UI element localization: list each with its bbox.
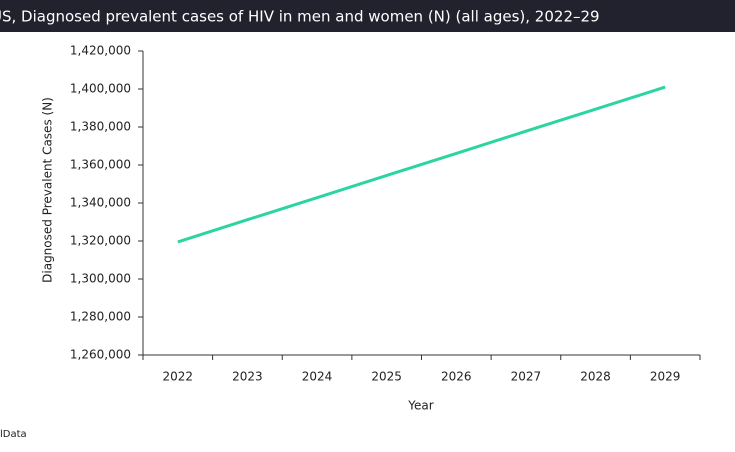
y-tick-label: 1,420,000 xyxy=(70,44,131,58)
x-axis-label: Year xyxy=(407,399,433,413)
chart-title: US, Diagnosed prevalent cases of HIV in … xyxy=(0,8,600,26)
x-tick-label: 2026 xyxy=(441,370,472,384)
title-bar xyxy=(0,0,735,32)
y-tick-label: 1,380,000 xyxy=(70,120,131,134)
y-tick-label: 1,280,000 xyxy=(70,310,131,324)
x-tick-label: 2023 xyxy=(232,370,263,384)
x-tick-label: 2028 xyxy=(580,370,611,384)
x-tick-label: 2027 xyxy=(511,370,542,384)
y-tick-label: 1,260,000 xyxy=(70,348,131,362)
x-tick-label: 2025 xyxy=(371,370,402,384)
x-tick-label: 2029 xyxy=(650,370,681,384)
x-tick-label: 2022 xyxy=(163,370,194,384)
y-tick-label: 1,400,000 xyxy=(70,82,131,96)
source: lData xyxy=(0,429,27,440)
y-tick-label: 1,360,000 xyxy=(70,158,131,172)
y-tick-label: 1,340,000 xyxy=(70,196,131,210)
x-tick-label: 2024 xyxy=(302,370,333,384)
line xyxy=(177,85,666,244)
y-tick-label: 1,320,000 xyxy=(70,234,131,248)
y-axis-label: Diagnosed Prevalent Cases (N) xyxy=(41,97,55,283)
y-tick-label: 1,300,000 xyxy=(70,272,131,286)
